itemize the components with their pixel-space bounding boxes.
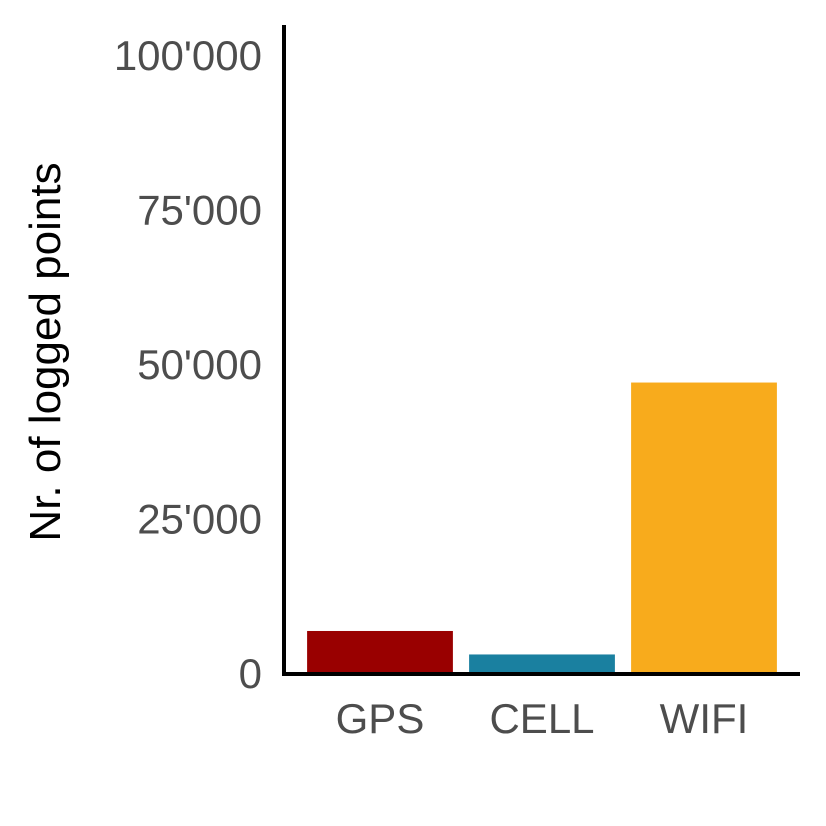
bar-gps: [307, 630, 453, 673]
x-tick-label-gps: GPS: [336, 695, 425, 742]
y-tick-labels: 0 25'000 50'000 75'000 100'000: [114, 32, 262, 697]
y-axis-title: Nr. of logged points: [21, 162, 70, 541]
y-tick-label: 25'000: [137, 496, 262, 543]
bar-wifi: [631, 382, 777, 673]
x-tick-label-wifi: WIFI: [660, 695, 749, 742]
x-tick-label-cell: CELL: [489, 695, 594, 742]
bars-group: [307, 382, 777, 673]
y-tick-label: 0: [239, 650, 262, 697]
y-tick-label: 100'000: [114, 32, 262, 79]
y-tick-label: 75'000: [137, 187, 262, 234]
bar-cell: [469, 654, 615, 673]
y-tick-label: 50'000: [137, 341, 262, 388]
x-tick-labels: GPS CELL WIFI: [336, 695, 749, 742]
